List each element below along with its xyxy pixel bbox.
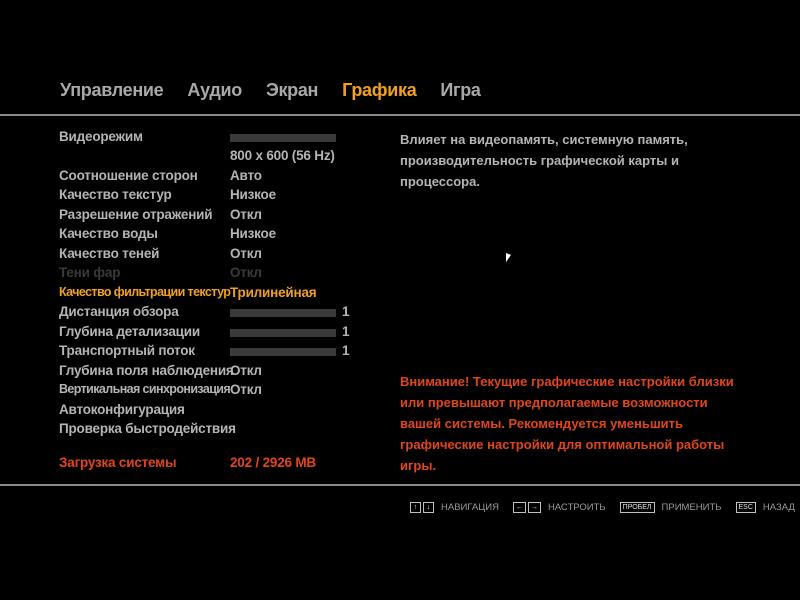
- setting-slider-value: 1: [342, 343, 350, 358]
- tab-graphics[interactable]: Графика: [342, 80, 417, 100]
- setting-value[interactable]: Откл: [230, 207, 262, 222]
- setting-row[interactable]: 800 x 600 (56 Hz): [59, 148, 359, 167]
- setting-slider-value: 1: [342, 324, 350, 339]
- setting-row[interactable]: Качество текстур Низкое: [59, 187, 359, 206]
- key-icon: ↑: [410, 502, 421, 513]
- tab-bar: Управление Аудио Экран Графика Игра: [60, 80, 481, 101]
- setting-value[interactable]: Низкое: [230, 187, 276, 202]
- key-icon: ПРОБЕЛ: [619, 502, 655, 513]
- setting-value[interactable]: Трилинейная: [230, 285, 317, 300]
- tab-display[interactable]: Экран: [265, 80, 319, 100]
- setting-slider[interactable]: [230, 134, 336, 142]
- tab-audio[interactable]: Аудио: [187, 80, 242, 100]
- setting-label: Автоконфигурация: [59, 402, 185, 417]
- setting-label: Качество фильтрации текстур: [59, 285, 231, 299]
- setting-row[interactable]: Проверка быстродействия: [59, 421, 359, 440]
- setting-label: Разрешение отражений: [59, 207, 213, 222]
- setting-slider[interactable]: [230, 348, 336, 356]
- setting-value[interactable]: Откл: [230, 246, 262, 261]
- setting-label: Видеорежим: [59, 129, 143, 144]
- setting-row[interactable]: Качество теней Откл: [59, 246, 359, 265]
- key-icon: →: [527, 502, 541, 513]
- key-icon: ESC: [735, 502, 756, 513]
- setting-slider-value: 1: [342, 304, 350, 319]
- setting-label: Транспортный поток: [59, 343, 195, 358]
- setting-slider[interactable]: [230, 309, 336, 317]
- setting-row[interactable]: Глубина детализации 1: [59, 324, 359, 343]
- top-divider: [0, 114, 800, 116]
- setting-value[interactable]: Откл: [230, 265, 262, 280]
- key-icon: ←: [512, 502, 526, 513]
- setting-value[interactable]: Откл: [230, 382, 262, 397]
- setting-label: Дистанция обзора: [59, 304, 179, 319]
- setting-value[interactable]: Авто: [230, 168, 262, 183]
- footer-hints: ↑ ↓ НАВИГАЦИЯ ← → НАСТРОИТЬ ПРОБЕЛ ПРИМЕНИТЬ ESC…: [410, 502, 800, 513]
- tab-controls[interactable]: Управление: [60, 80, 164, 100]
- setting-label: Качество воды: [59, 226, 158, 241]
- setting-row[interactable]: Глубина поля наблюдения Откл: [59, 363, 359, 382]
- system-load: Загрузка системы 202 / 2926 MB: [59, 455, 359, 474]
- setting-row: Тени фар Откл: [59, 265, 359, 284]
- setting-label: Соотношение сторон: [59, 168, 198, 183]
- setting-value[interactable]: 800 x 600 (56 Hz): [230, 148, 335, 163]
- tab-game[interactable]: Игра: [440, 80, 481, 100]
- footer-hint-3[interactable]: НАЗАД: [762, 502, 795, 513]
- system-load-value: 202 / 2926 MB: [230, 455, 316, 470]
- warning-message: Внимание! Текущие графические настройки …: [400, 374, 734, 473]
- setting-row[interactable]: Видеорежим: [59, 129, 359, 148]
- setting-row[interactable]: Разрешение отражений Откл: [59, 207, 359, 226]
- setting-label: Качество текстур: [59, 187, 172, 202]
- setting-value[interactable]: Откл: [230, 363, 262, 378]
- setting-row[interactable]: Качество фильтрации текстур Трилинейная: [59, 285, 359, 304]
- mouse-cursor-icon: [506, 253, 511, 264]
- setting-row[interactable]: Вертикальная синхронизация Откл: [59, 382, 359, 401]
- setting-value[interactable]: Низкое: [230, 226, 276, 241]
- setting-row[interactable]: Автоконфигурация: [59, 402, 359, 421]
- setting-row[interactable]: Транспортный поток 1: [59, 343, 359, 362]
- setting-row[interactable]: Дистанция обзора 1: [59, 304, 359, 323]
- setting-label: Вертикальная синхронизация: [59, 382, 231, 396]
- setting-row[interactable]: Качество воды Низкое: [59, 226, 359, 245]
- setting-slider[interactable]: [230, 329, 336, 337]
- setting-description: Влияет на видеопамять, системную память,…: [400, 132, 688, 189]
- bottom-divider: [0, 484, 800, 486]
- setting-label: Тени фар: [59, 265, 121, 280]
- setting-label: Качество теней: [59, 246, 160, 261]
- footer-hint-0[interactable]: НАВИГАЦИЯ: [441, 502, 499, 513]
- key-icon: ↓: [423, 502, 434, 513]
- footer-hint-1[interactable]: НАСТРОИТЬ: [547, 502, 606, 513]
- setting-label: Глубина поля наблюдения: [59, 363, 234, 378]
- setting-label: Глубина детализации: [59, 324, 200, 339]
- setting-label: Проверка быстродействия: [59, 421, 236, 436]
- system-load-label: Загрузка системы: [59, 455, 177, 470]
- setting-row[interactable]: Соотношение сторон Авто: [59, 168, 359, 187]
- footer-hint-2[interactable]: ПРИМЕНИТЬ: [661, 502, 722, 513]
